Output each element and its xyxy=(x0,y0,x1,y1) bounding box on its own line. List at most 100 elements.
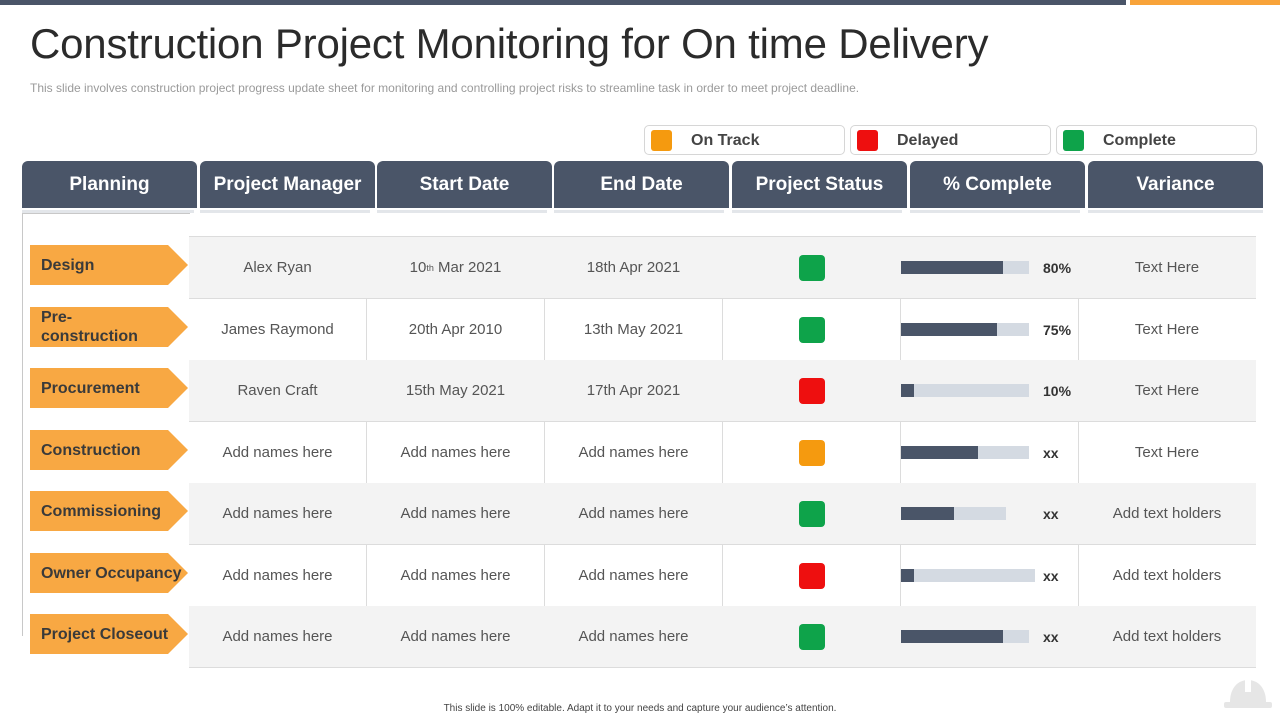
phase-label-text: Commissioning xyxy=(41,502,162,520)
percent-complete-label: 75% xyxy=(1043,321,1072,338)
start-date-cell: Add names here xyxy=(400,444,511,461)
top-accent-bar-orange xyxy=(1130,0,1280,5)
header-underline xyxy=(200,210,370,213)
variance-cell: Add text holders xyxy=(1112,505,1222,522)
progress-bar-fill xyxy=(901,446,978,459)
progress-bar-fill xyxy=(901,323,997,336)
header-underline xyxy=(910,210,1080,213)
percent-complete-label: 10% xyxy=(1043,382,1072,399)
complete-swatch-icon xyxy=(1063,130,1084,151)
end-date-cell: 17th Apr 2021 xyxy=(586,382,681,399)
header-project-status: Project Status xyxy=(732,161,907,208)
column-separator xyxy=(1078,236,1079,666)
header-underline xyxy=(22,210,194,213)
progress-bar-fill xyxy=(901,384,914,397)
table-row: Add names here Add names here Add names he… xyxy=(189,606,1256,668)
manager-cell: Raven Craft xyxy=(237,382,318,399)
progress-bar-fill xyxy=(901,261,1003,274)
status-indicator-complete xyxy=(799,501,825,527)
column-separator xyxy=(366,236,367,666)
legend-item-complete: Complete xyxy=(1056,125,1257,155)
progress-bar-track xyxy=(901,323,1029,336)
progress-bar-track xyxy=(901,261,1029,274)
header-percent-complete: % Complete xyxy=(910,161,1085,208)
phase-label-text: Pre-construction xyxy=(41,309,138,345)
manager-cell: Add names here xyxy=(222,444,333,461)
legend-label: Complete xyxy=(1103,132,1176,149)
start-date-cell: 20th Apr 2010 xyxy=(408,321,503,338)
hard-hat-icon xyxy=(1224,678,1272,708)
percent-complete-label: xx xyxy=(1043,505,1059,522)
phase-label-text: Design xyxy=(41,256,95,274)
table-row: Add names here Add names here Add names he… xyxy=(189,422,1256,484)
manager-cell: Add names here xyxy=(222,628,333,645)
progress-bar-track xyxy=(901,384,1029,397)
header-project-manager: Project Manager xyxy=(200,161,375,208)
page-title: Construction Project Monitoring for On t… xyxy=(30,20,989,67)
end-date-cell: 13th May 2021 xyxy=(583,321,684,338)
top-accent-bar xyxy=(0,0,1126,5)
on-track-swatch-icon xyxy=(651,130,672,151)
tree-connector xyxy=(22,213,190,214)
start-date-cell: Add names here xyxy=(400,567,511,584)
header-underline xyxy=(377,210,547,213)
end-date-cell: Add names here xyxy=(578,444,689,461)
phase-label-text: Owner Occupancy xyxy=(41,564,182,582)
status-indicator-complete xyxy=(799,255,825,281)
start-date-cell: Add names here xyxy=(400,628,511,645)
legend-item-on-track: On Track xyxy=(644,125,845,155)
phase-label-text: Procurement xyxy=(41,379,140,397)
progress-bar-fill xyxy=(901,569,914,582)
manager-cell: Add names here xyxy=(222,567,333,584)
header-underline xyxy=(1088,210,1263,213)
percent-complete-label: xx xyxy=(1043,628,1059,645)
manager-cell: Alex Ryan xyxy=(243,259,312,276)
legend-label: On Track xyxy=(691,132,760,149)
tree-connector xyxy=(22,213,23,636)
progress-bar-track xyxy=(901,569,1035,582)
end-date-cell: Add names here xyxy=(578,505,689,522)
column-separator xyxy=(544,236,545,666)
manager-cell: Add names here xyxy=(222,505,333,522)
progress-bar-fill xyxy=(901,630,1003,643)
progress-bar-track xyxy=(901,507,1006,520)
phase-label-text: Construction xyxy=(41,441,141,459)
variance-cell: Text Here xyxy=(1134,444,1200,461)
variance-cell: Add text holders xyxy=(1112,628,1222,645)
column-separator xyxy=(900,236,901,666)
table-row: Raven Craft 15th May 2021 17th Apr 2021 10%… xyxy=(189,360,1256,422)
variance-cell: Text Here xyxy=(1134,259,1200,276)
status-indicator-delayed xyxy=(799,563,825,589)
header-underline xyxy=(554,210,724,213)
delayed-swatch-icon xyxy=(857,130,878,151)
phase-label-text: Project Closeout xyxy=(41,625,169,643)
start-date-cell: 15th May 2021 xyxy=(405,382,506,399)
status-indicator-complete xyxy=(799,317,825,343)
header-end-date: End Date xyxy=(554,161,729,208)
status-indicator-complete xyxy=(799,624,825,650)
status-indicator-delayed xyxy=(799,378,825,404)
end-date-cell: Add names here xyxy=(578,567,689,584)
table-row: James Raymond 20th Apr 2010 13th May 2021 7… xyxy=(189,299,1256,361)
footer-note: This slide is 100% editable. Adapt it to… xyxy=(443,703,837,714)
start-date-cell: Add names here xyxy=(400,505,511,522)
legend-label: Delayed xyxy=(897,132,959,149)
status-indicator-ontrack xyxy=(799,440,825,466)
variance-cell: Add text holders xyxy=(1112,567,1222,584)
end-date-cell: Add names here xyxy=(578,628,689,645)
percent-complete-label: xx xyxy=(1043,444,1059,461)
percent-complete-label: 80% xyxy=(1043,259,1072,276)
page-subtitle: This slide involves construction project… xyxy=(30,81,860,95)
progress-bar-track xyxy=(901,446,1029,459)
legend-item-delayed: Delayed xyxy=(850,125,1051,155)
table-row: Add names here Add names here Add names he… xyxy=(189,483,1256,545)
percent-complete-label: xx xyxy=(1043,567,1059,584)
progress-bar-fill xyxy=(901,507,954,520)
end-date-cell: 18th Apr 2021 xyxy=(586,259,681,276)
column-separator xyxy=(722,236,723,666)
header-planning: Planning xyxy=(22,161,197,208)
header-start-date: Start Date xyxy=(377,161,552,208)
table-row: Add names here Add names here Add names he… xyxy=(189,545,1256,607)
